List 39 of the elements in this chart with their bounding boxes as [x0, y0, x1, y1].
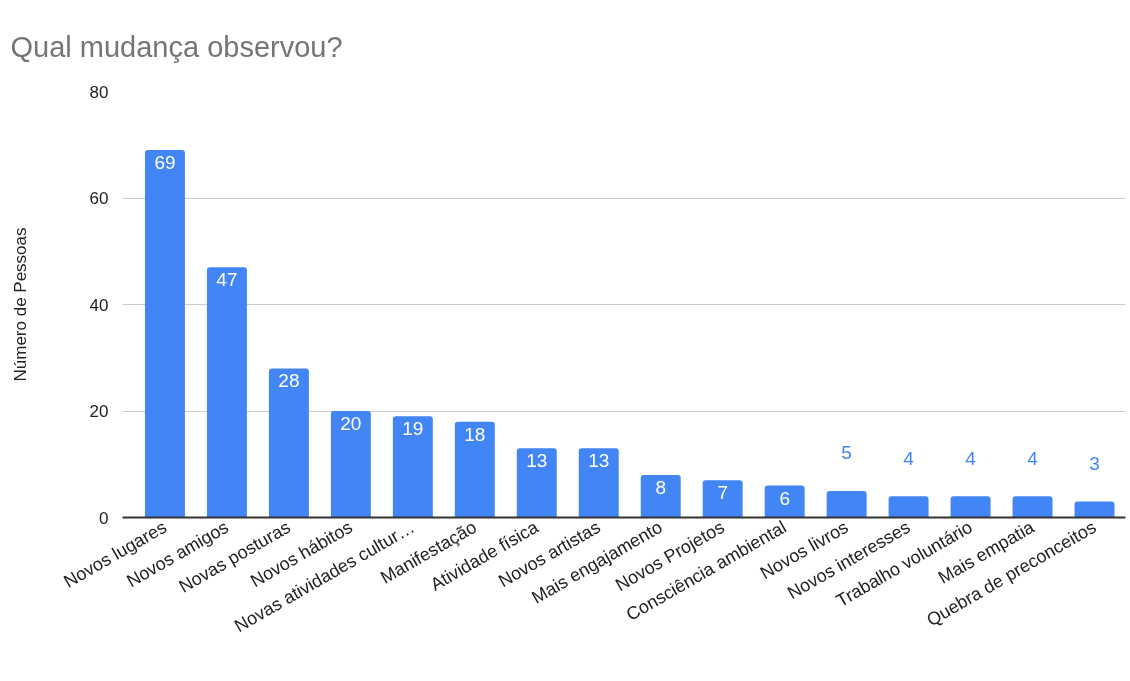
y-axis-title: Número de Pessoas	[10, 227, 30, 382]
bar	[1012, 496, 1053, 518]
data-label: 18	[464, 423, 486, 445]
y-tick-label: 40	[89, 295, 109, 315]
data-label: 4	[965, 447, 977, 469]
y-tick-label: 20	[89, 402, 109, 421]
bar	[454, 421, 495, 518]
data-label: 7	[717, 482, 728, 504]
bar	[578, 448, 619, 518]
bar	[950, 496, 991, 518]
bar	[206, 267, 247, 518]
bar	[144, 150, 185, 518]
data-label: 28	[278, 370, 300, 392]
y-tick-label: 80	[89, 82, 109, 102]
bar	[764, 485, 805, 518]
chart-title: Qual mudança observou?	[10, 31, 343, 63]
bar	[826, 490, 867, 518]
y-tick-label: 60	[89, 189, 109, 208]
data-label: 69	[154, 152, 176, 174]
data-label: 5	[841, 442, 852, 464]
data-label: 20	[340, 413, 362, 434]
data-label: 4	[1027, 447, 1039, 469]
data-label: 13	[526, 450, 548, 472]
bar	[702, 480, 743, 518]
bar	[888, 496, 929, 518]
data-label: 6	[779, 487, 790, 509]
bar	[640, 474, 681, 518]
bar	[392, 416, 433, 518]
data-label: 13	[588, 450, 610, 472]
y-tick-label: 0	[99, 508, 109, 528]
data-label: 4	[903, 447, 915, 469]
data-label: 47	[216, 269, 238, 291]
bar	[268, 368, 309, 518]
data-label: 19	[402, 418, 424, 440]
data-label: 3	[1089, 453, 1100, 475]
bar	[516, 448, 557, 518]
bar	[1074, 501, 1115, 518]
data-label: 8	[655, 476, 667, 498]
bar	[330, 411, 371, 518]
